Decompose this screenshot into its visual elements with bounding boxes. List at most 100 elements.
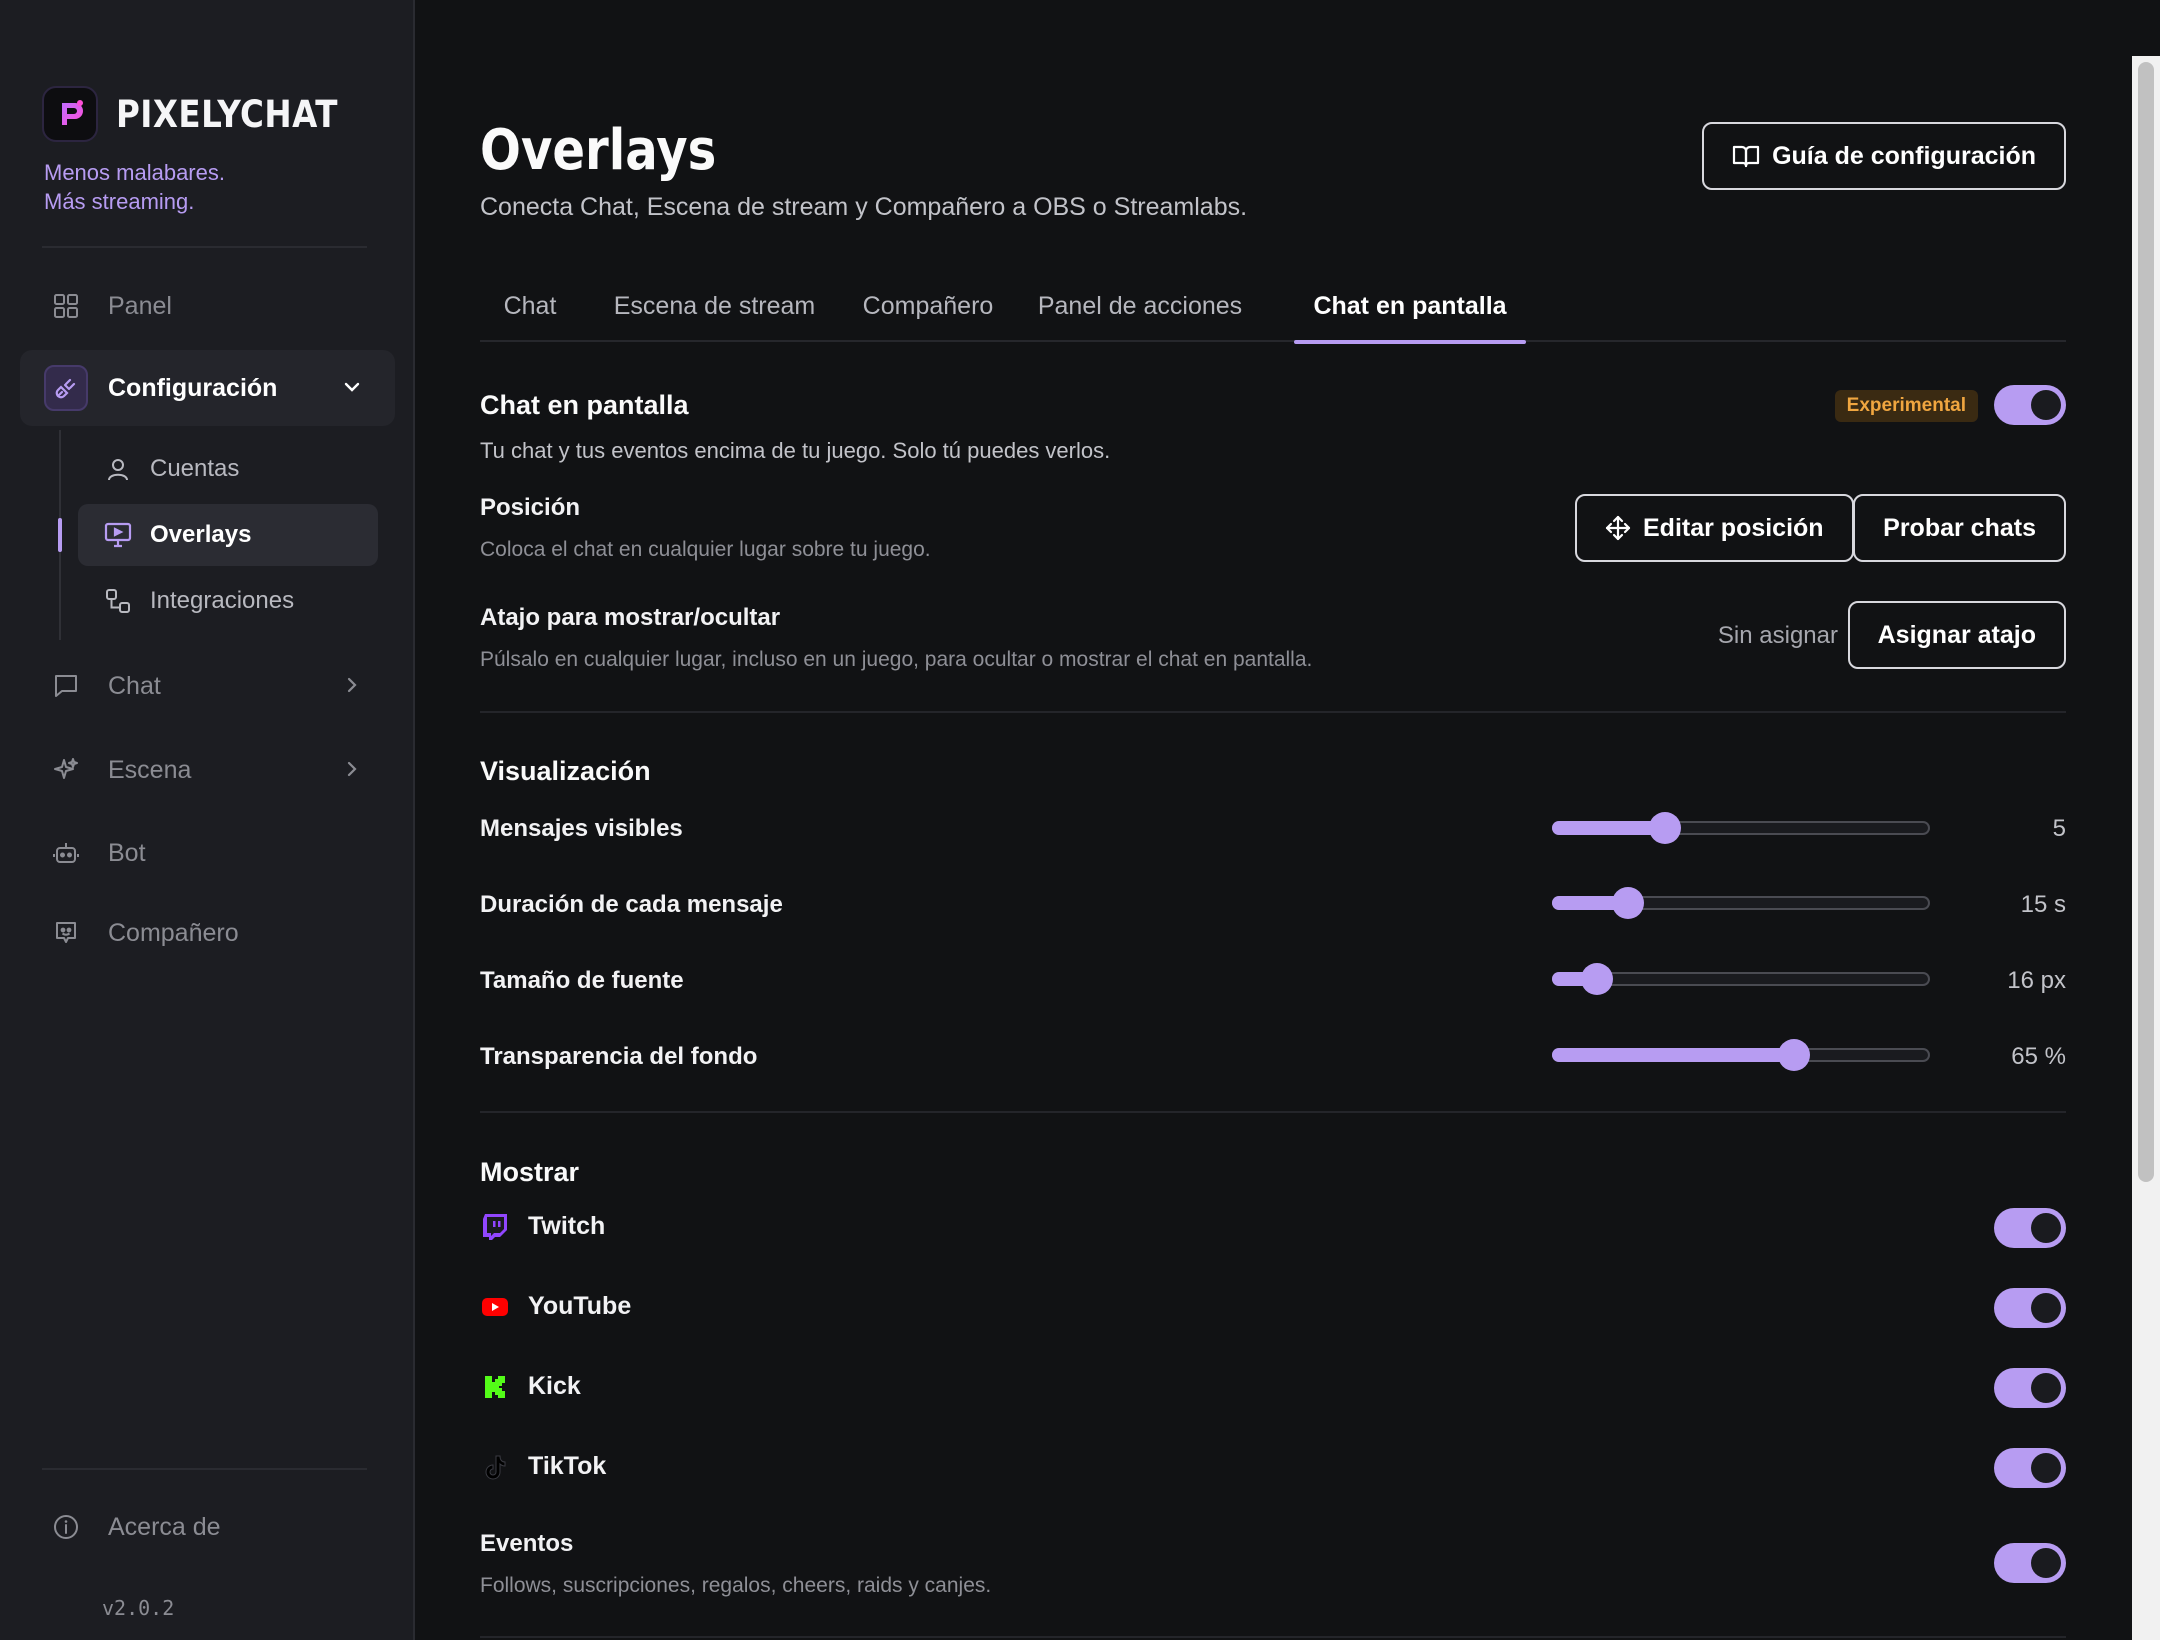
sidebar-item-label: Chat bbox=[108, 671, 161, 700]
chevron-right-icon bbox=[339, 756, 365, 787]
slider-label-transparencia: Transparencia del fondo bbox=[480, 1043, 758, 1070]
section-divider bbox=[480, 711, 2066, 713]
events-title: Eventos bbox=[480, 1530, 574, 1557]
platform-label: Kick bbox=[528, 1372, 581, 1400]
section-title-visualizacion: Visualización bbox=[480, 756, 651, 786]
scrollbar[interactable] bbox=[2132, 56, 2160, 1640]
tab-chat[interactable]: Chat bbox=[503, 292, 557, 320]
move-icon bbox=[1605, 515, 1631, 541]
slider-fill bbox=[1552, 896, 1628, 910]
platform-twitch: Twitch bbox=[480, 1212, 605, 1241]
setup-guide-label: Guía de configuración bbox=[1772, 141, 2036, 170]
slider-duracion[interactable] bbox=[1552, 887, 1930, 919]
youtube-icon bbox=[480, 1296, 510, 1318]
scrollbar-thumb[interactable] bbox=[2138, 62, 2154, 1182]
tab-chat-en-pantalla[interactable]: Chat en pantalla bbox=[1294, 280, 1526, 344]
slider-label-duracion: Duración de cada mensaje bbox=[480, 891, 783, 918]
slider-thumb[interactable] bbox=[1611, 887, 1644, 919]
shortcut-description: Púlsalo en cualquier lugar, incluso en u… bbox=[480, 648, 1313, 671]
slider-label-tamano-fuente: Tamaño de fuente bbox=[480, 967, 684, 994]
brand-name: PIXELYCHAT bbox=[116, 92, 338, 136]
sidebar-item-label: Escena bbox=[108, 755, 192, 784]
platform-label: YouTube bbox=[528, 1292, 632, 1320]
sidebar-item-label: Bot bbox=[108, 838, 146, 867]
robot-icon bbox=[44, 840, 88, 866]
slider-thumb[interactable] bbox=[1777, 1039, 1810, 1071]
page-subtitle: Conecta Chat, Escena de stream y Compañe… bbox=[480, 193, 1248, 221]
page-title: Overlays bbox=[480, 118, 717, 183]
kick-icon bbox=[480, 1375, 510, 1399]
sidebar: PIXELYCHAT Menos malabares. Más streamin… bbox=[0, 0, 415, 1640]
sidebar-item-label: Panel bbox=[108, 291, 172, 320]
slider-tamano-fuente[interactable] bbox=[1552, 963, 1930, 995]
slider-value: 5 bbox=[2052, 815, 2066, 842]
sidebar-item-label: Compañero bbox=[108, 918, 239, 947]
sidebar-subitem-label: Cuentas bbox=[150, 455, 240, 482]
platform-label: TikTok bbox=[528, 1452, 607, 1480]
sidebar-subitem-label: Overlays bbox=[150, 521, 252, 548]
platform-kick: Kick bbox=[480, 1372, 581, 1401]
tab-escena-de-stream[interactable]: Escena de stream bbox=[613, 292, 816, 320]
sidebar-subitem-overlays[interactable]: Overlays bbox=[78, 504, 378, 566]
events-toggle[interactable] bbox=[1994, 1543, 2066, 1583]
tab-companero[interactable]: Compañero bbox=[862, 292, 994, 320]
platform-youtube: YouTube bbox=[480, 1292, 631, 1321]
setup-guide-button[interactable]: Guía de configuración bbox=[1702, 122, 2066, 190]
sidebar-item-chat[interactable]: Chat bbox=[20, 648, 395, 724]
slider-value: 15 s bbox=[2020, 891, 2066, 918]
chevron-down-icon bbox=[339, 374, 365, 405]
integrations-icon bbox=[100, 588, 136, 614]
youtube-toggle[interactable] bbox=[1994, 1288, 2066, 1328]
slider-transparencia[interactable] bbox=[1552, 1039, 1930, 1071]
main-content: Overlays Conecta Chat, Escena de stream … bbox=[480, 0, 2066, 1640]
tagline-line-2: Más streaming. bbox=[44, 189, 195, 214]
chat-overlay-toggle[interactable] bbox=[1994, 385, 2066, 425]
slider-thumb[interactable] bbox=[1649, 812, 1682, 844]
app-version: v2.0.2 bbox=[102, 1596, 175, 1620]
sidebar-divider bbox=[42, 1468, 367, 1470]
chevron-right-icon bbox=[339, 672, 365, 703]
twitch-icon bbox=[480, 1213, 510, 1241]
sidebar-item-panel[interactable]: Panel bbox=[20, 268, 395, 344]
slider-mensajes-visibles[interactable] bbox=[1552, 812, 1930, 844]
position-description: Coloca el chat en cualquier lugar sobre … bbox=[480, 538, 931, 561]
twitch-toggle[interactable] bbox=[1994, 1208, 2066, 1248]
tiktok-toggle[interactable] bbox=[1994, 1448, 2066, 1488]
tabs-bar: Chat Escena de stream Compañero Panel de… bbox=[480, 280, 2066, 344]
brand-tagline: Menos malabares. Más streaming. bbox=[44, 158, 225, 216]
user-icon bbox=[100, 456, 136, 482]
brand[interactable]: PIXELYCHAT bbox=[42, 86, 368, 142]
slider-value: 65 % bbox=[2011, 1043, 2066, 1070]
experimental-badge: Experimental bbox=[1834, 390, 1978, 422]
chat-overlay-description: Tu chat y tus eventos encima de tu juego… bbox=[480, 438, 1111, 463]
kick-toggle[interactable] bbox=[1994, 1368, 2066, 1408]
slider-thumb[interactable] bbox=[1581, 963, 1614, 995]
section-divider bbox=[480, 1111, 2066, 1113]
sidebar-divider bbox=[42, 246, 367, 248]
sidebar-subitem-cuentas[interactable]: Cuentas bbox=[78, 438, 378, 500]
slider-fill bbox=[1552, 1048, 1794, 1062]
subnav-active-indicator bbox=[58, 518, 62, 552]
edit-position-label: Editar posición bbox=[1643, 513, 1824, 542]
sidebar-item-configuracion[interactable]: Configuración bbox=[20, 350, 395, 426]
section-title-mostrar: Mostrar bbox=[480, 1157, 580, 1187]
slider-value: 16 px bbox=[2007, 967, 2066, 994]
tiktok-icon bbox=[480, 1454, 510, 1480]
shortcut-title: Atajo para mostrar/ocultar bbox=[480, 604, 781, 631]
tagline-line-1: Menos malabares. bbox=[44, 160, 225, 185]
test-chats-button[interactable]: Probar chats bbox=[1853, 494, 2066, 562]
sidebar-item-escena[interactable]: Escena bbox=[20, 732, 395, 808]
companion-icon bbox=[44, 920, 88, 946]
assign-shortcut-button[interactable]: Asignar atajo bbox=[1847, 601, 2066, 669]
sidebar-item-bot[interactable]: Bot bbox=[20, 815, 395, 891]
info-icon bbox=[44, 1514, 88, 1540]
sidebar-item-acerca-de[interactable]: Acerca de bbox=[20, 1489, 395, 1565]
sidebar-item-label: Configuración bbox=[108, 373, 278, 402]
sidebar-item-companero[interactable]: Compañero bbox=[20, 895, 395, 971]
plug-icon bbox=[44, 365, 88, 411]
sidebar-item-label: Acerca de bbox=[108, 1512, 221, 1541]
shortcut-status: Sin asignar bbox=[1717, 622, 1838, 649]
edit-position-button[interactable]: Editar posición bbox=[1575, 494, 1854, 562]
sidebar-subitem-integraciones[interactable]: Integraciones bbox=[78, 570, 378, 632]
tab-panel-de-acciones[interactable]: Panel de acciones bbox=[1037, 292, 1243, 320]
